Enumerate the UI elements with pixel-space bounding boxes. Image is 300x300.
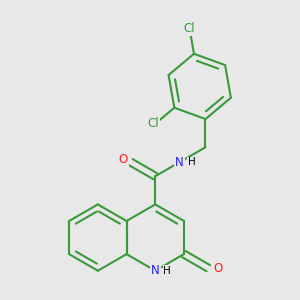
Text: Cl: Cl bbox=[184, 22, 196, 35]
Text: N: N bbox=[151, 264, 160, 277]
Text: Cl: Cl bbox=[147, 117, 159, 130]
Text: H: H bbox=[163, 266, 171, 276]
Text: N: N bbox=[175, 156, 184, 169]
Text: H: H bbox=[188, 157, 195, 167]
Text: O: O bbox=[213, 262, 223, 275]
Text: O: O bbox=[118, 153, 128, 167]
